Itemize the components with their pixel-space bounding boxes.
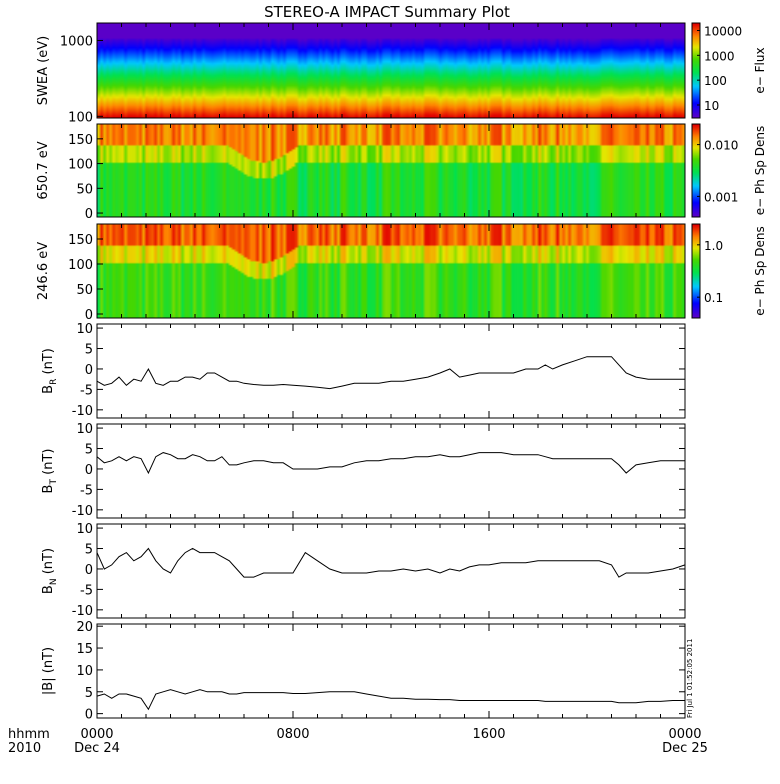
colorbar-tick-label: 0.1 [704,291,723,305]
y-tick-label: 10 [76,322,93,337]
colorbar-tick-label: 0.010 [704,139,738,153]
x-tick-label: 1600 [472,727,505,742]
y-tick-label: 50 [76,283,93,298]
x-row-label: hhmm [8,727,50,742]
y-axis-label: 246.6 eV [36,242,51,300]
y-tick-label: -5 [80,483,93,498]
x-date-label: Dec 25 [662,741,708,756]
panel-frame-7 [96,623,686,719]
colorbar-label: e− Ph Sp Dens [753,226,767,315]
y-tick-label: 0 [85,207,93,222]
series-line- [96,689,685,711]
colorbar-frame-1 [691,22,701,119]
panel-frame-4 [96,323,686,419]
y-axis-label: BN (nT) [41,548,59,594]
heatmap-3 [97,224,685,318]
y-tick-label: 0 [85,563,93,578]
y-tick-label: 10 [76,422,93,437]
x-tick-label: 0000 [80,727,113,742]
colorbar-frame-2 [691,123,701,218]
y-tick-label: -10 [72,404,93,419]
y-axis-label: BT (nT) [41,449,59,494]
y-tick-label: 10 [76,664,93,679]
series-line-r [96,356,685,390]
colorbar-tick-label: 0.001 [704,190,738,204]
y-tick-label: 50 [76,182,93,197]
colorbar-tick-label: 1.0 [704,239,723,253]
x-tick-label: 0000 [668,727,701,742]
y-tick-label: 150 [68,133,93,148]
colorbar-label: e− Flux [753,47,767,93]
y-tick-label: 1000 [60,34,93,49]
colorbar-frame-3 [691,223,701,319]
y-tick-label: -10 [72,504,93,519]
colorbar-3 [692,224,700,318]
y-tick-label: 15 [76,642,93,657]
y-tick-label: 150 [68,233,93,248]
x-tick-label: 0800 [276,727,309,742]
y-tick-label: 10 [76,522,93,537]
y-tick-label: 0 [85,308,93,323]
y-tick-label: 5 [85,686,93,701]
x-date-label: Dec 24 [74,741,120,756]
y-axis-label: 650.7 eV [36,141,51,199]
y-tick-label: -5 [80,383,93,398]
timestamp-label: Fri Jul 1 01:52:05 2011 [686,639,694,718]
y-tick-label: 5 [85,543,93,558]
y-tick-label: 100 [68,258,93,273]
y-tick-label: -5 [80,583,93,598]
panel-frame-5 [96,423,686,519]
y-tick-label: 100 [68,110,93,125]
y-tick-label: 0 [85,463,93,478]
y-tick-label: 5 [85,443,93,458]
heatmap-1 [97,23,685,118]
colorbar-label: e− Ph Sp Dens [753,126,767,215]
series-line-n [96,547,686,578]
heatmap-2 [97,124,685,217]
y-tick-label: 0 [85,363,93,378]
y-tick-label: 100 [68,158,93,173]
y-tick-label: 20 [76,620,93,635]
y-tick-label: 5 [85,343,93,358]
colorbar-tick-label: 10000 [704,24,742,38]
y-tick-label: -10 [72,604,93,619]
colorbar-tick-label: 10 [704,99,719,113]
plot-title: STEREO-A IMPACT Summary Plot [264,3,510,21]
colorbar-tick-label: 1000 [704,49,735,63]
y-axis-label: SWEA (eV) [36,36,51,105]
y-axis-label: |B| (nT) [41,647,56,695]
colorbar-1 [692,23,700,118]
x-year-label: 2010 [8,741,41,756]
y-tick-label: 0 [85,708,93,723]
colorbar-tick-label: 100 [704,74,727,88]
y-axis-label: BR (nT) [41,348,59,394]
series-line-t [96,452,685,475]
colorbar-2 [692,124,700,217]
